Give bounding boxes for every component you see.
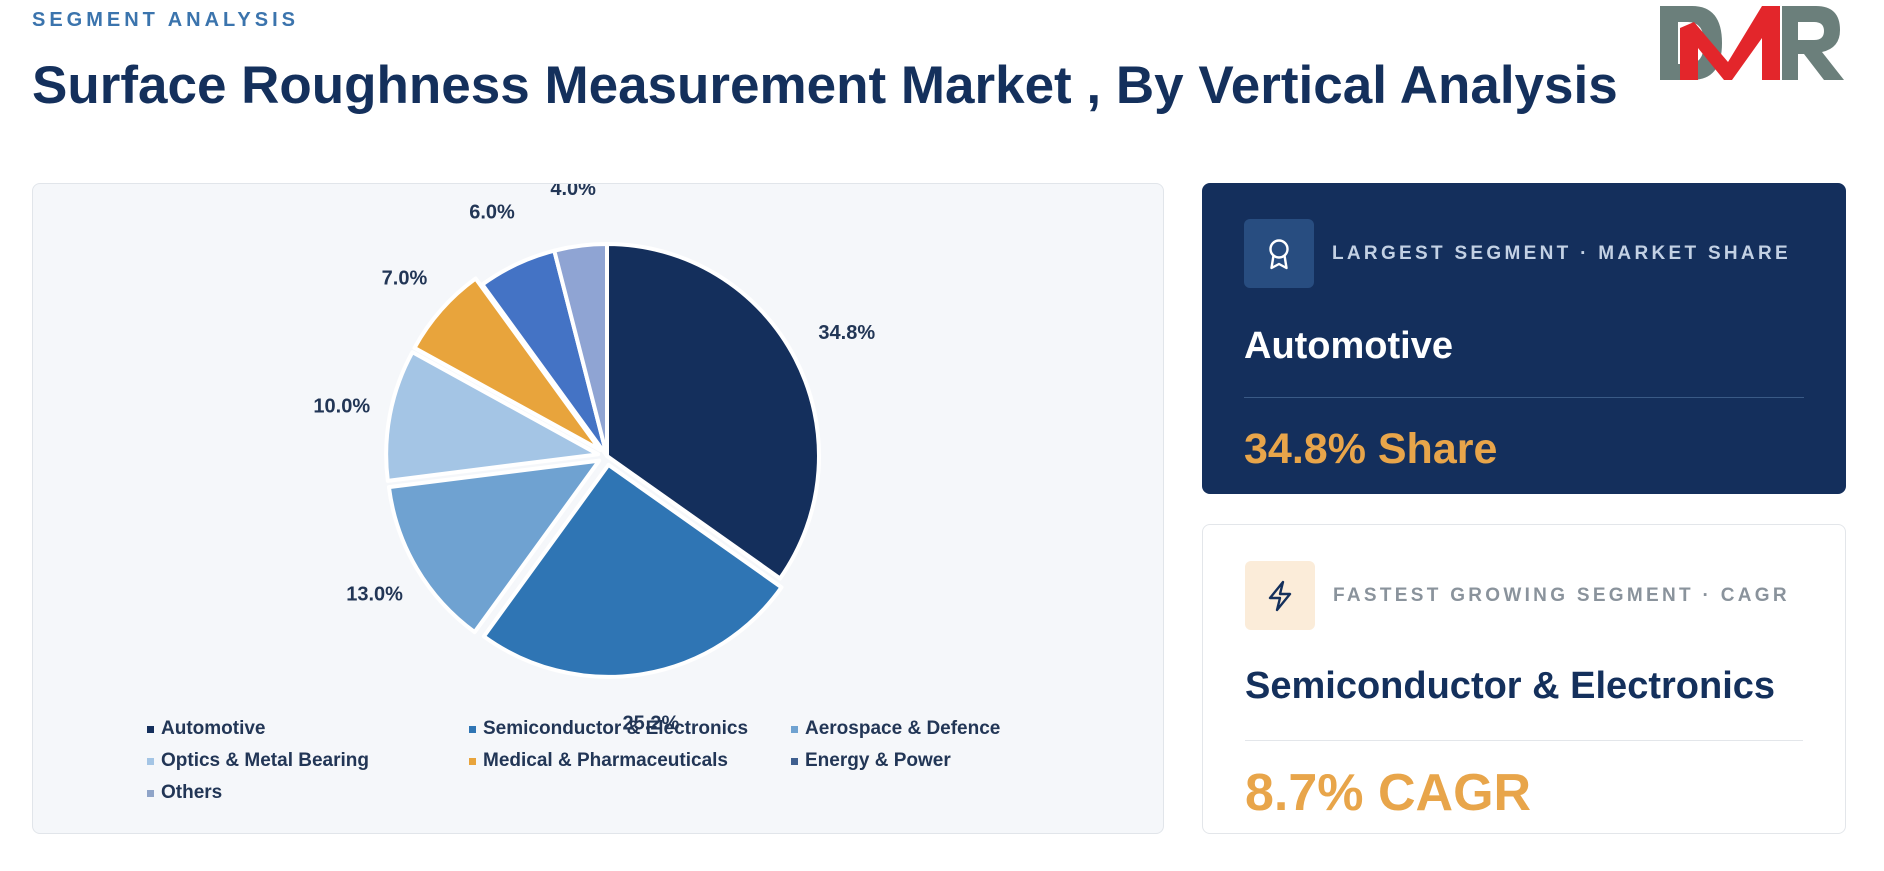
slice-label-others: 4.0% [550, 184, 596, 200]
legend-swatch [469, 725, 476, 733]
legend-item-energy-and-power: Energy & Power [791, 750, 951, 772]
legend-item-others: Others [147, 782, 222, 804]
logo-letter-d [1660, 6, 1722, 80]
fastest-growing-value: Semiconductor & Electronics [1245, 665, 1776, 707]
largest-segment-label: LARGEST SEGMENT · MARKET SHARE [1332, 243, 1791, 264]
legend-label: Automotive [161, 718, 266, 739]
legend-item-optics-and-metal-bearing: Optics & Metal Bearing [147, 750, 369, 772]
slice-label-energy-and-power: 6.0% [469, 202, 515, 224]
lightning-icon-box [1245, 561, 1315, 630]
pie-slice-optics-and-metal-bearing [384, 350, 601, 483]
legend-swatch [791, 725, 798, 733]
slice-label-semiconductor-and-electronics: 25.2% [623, 712, 680, 734]
slice-label-medical-and-pharmaceuticals: 7.0% [382, 267, 428, 289]
fastest-growing-label: FASTEST GROWING SEGMENT · CAGR [1333, 585, 1790, 606]
pie-chart: 34.8% 25.2% 13.0% 10.0% 7.0% 6.0% 4.0% [313, 184, 875, 734]
largest-segment-card: LARGEST SEGMENT · MARKET SHARE Automotiv… [1202, 183, 1846, 494]
pie-slice-aerospace-and-defence [386, 458, 602, 635]
legend-label: Energy & Power [805, 750, 951, 771]
legend-label: Semiconductor & Electronics [483, 718, 749, 739]
divider [1244, 397, 1804, 398]
logo-letter-m [1680, 6, 1780, 80]
award-icon [1269, 238, 1289, 269]
legend-item-automotive: Automotive [147, 718, 266, 740]
legend-swatch [147, 789, 154, 797]
legend-swatch [791, 757, 798, 765]
legend-item-semiconductor-and-electronics: Semiconductor & Electronics [469, 718, 748, 740]
largest-segment-value: Automotive [1244, 325, 1453, 367]
pie-slice-semiconductor-and-electronics [481, 462, 784, 679]
legend-item-aerospace-and-defence: Aerospace & Defence [791, 718, 1000, 740]
logo-letter-r [1782, 6, 1844, 80]
legend-label: Aerospace & Defence [805, 718, 1001, 739]
section-eyebrow: SEGMENT ANALYSIS [32, 9, 299, 31]
legend-swatch [147, 757, 154, 765]
divider [1245, 740, 1803, 741]
fastest-growing-card: FASTEST GROWING SEGMENT · CAGR Semicondu… [1202, 524, 1846, 834]
pie-chart-panel: 34.8% 25.2% 13.0% 10.0% 7.0% 6.0% 4.0% Automot… [32, 183, 1164, 834]
pie-slice-others [552, 242, 609, 458]
pie-slice-medical-and-pharmaceuticals [412, 276, 603, 453]
award-icon-box [1244, 219, 1314, 288]
legend-label: Others [161, 782, 223, 803]
dmr-logo [1660, 6, 1844, 80]
legend-label: Medical & Pharmaceuticals [483, 750, 728, 771]
slice-label-automotive: 34.8% [818, 322, 875, 344]
slice-label-aerospace-and-defence: 13.0% [346, 583, 403, 605]
legend-label: Optics & Metal Bearing [161, 750, 369, 771]
legend-swatch [469, 757, 476, 765]
slice-label-optics-and-metal-bearing: 10.0% [313, 395, 370, 417]
largest-segment-share: 34.8% Share [1244, 425, 1498, 473]
page-title: Surface Roughness Measurement Market , B… [32, 56, 1618, 115]
legend-item-medical-and-pharmaceuticals: Medical & Pharmaceuticals [469, 750, 728, 772]
legend-swatch [147, 725, 154, 733]
pie-slice-automotive [605, 242, 821, 581]
fastest-growing-cagr: 8.7% CAGR [1245, 764, 1532, 822]
lightning-icon [1268, 580, 1292, 611]
